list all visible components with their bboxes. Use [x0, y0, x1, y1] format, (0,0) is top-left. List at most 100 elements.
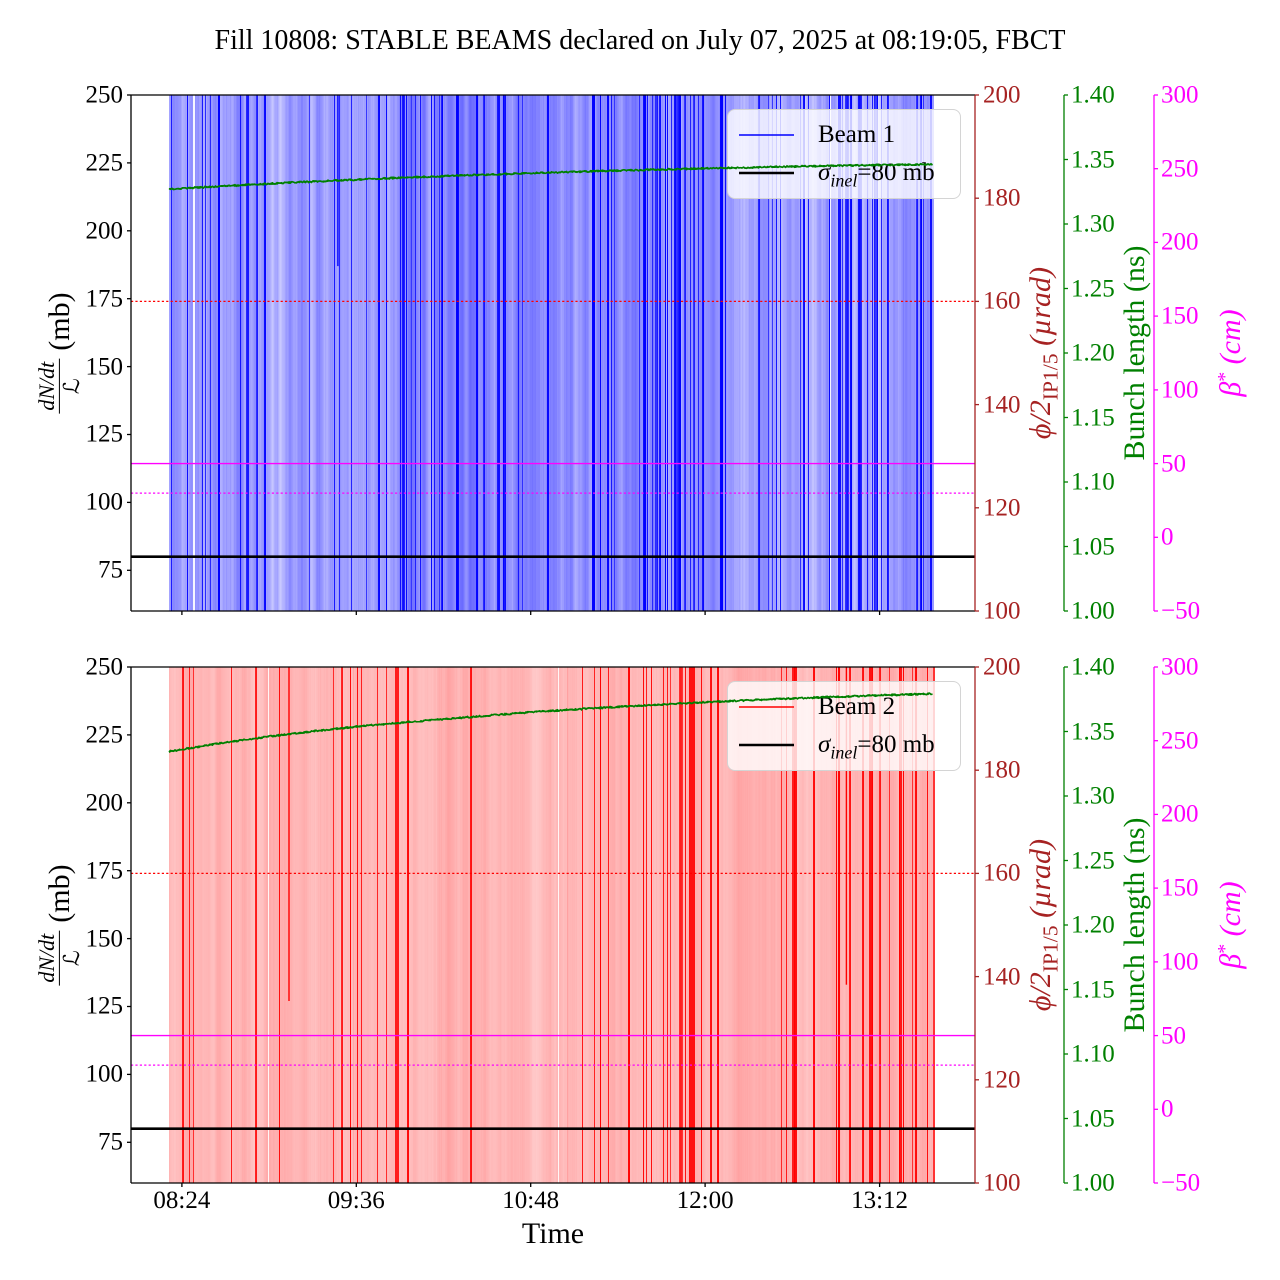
bunch-stripe	[232, 95, 233, 611]
bunch-stripe	[361, 667, 362, 1183]
bunch-stripe	[302, 95, 303, 611]
bunch-stripe	[875, 667, 876, 1183]
partial-bunch-line	[337, 95, 339, 267]
bunch-stripe	[834, 95, 835, 611]
y-tick-label-bunch: 1.10	[1071, 1040, 1115, 1068]
bunch-stripe	[933, 95, 934, 611]
bunch-stripe	[833, 95, 834, 611]
bunch-stripe	[201, 667, 202, 1183]
bunch-stripe	[175, 95, 176, 611]
bunch-stripe	[465, 95, 466, 611]
y-tick-label-bunch: 1.05	[1071, 1105, 1115, 1132]
bunch-stripe	[612, 95, 613, 611]
bunch-stripe	[791, 667, 792, 1183]
bunch-stripe	[594, 95, 595, 611]
bunch-stripe	[563, 667, 564, 1183]
bunch-stripe	[585, 95, 586, 611]
bunch-stripe	[502, 667, 503, 1183]
bunch-stripe	[517, 667, 518, 1183]
bunch-stripe	[475, 667, 476, 1183]
bunch-stripe	[237, 95, 238, 611]
bunch-stripe	[344, 95, 345, 611]
bunch-stripe	[559, 667, 560, 1183]
bunch-stripe	[427, 95, 428, 611]
bunch-stripe	[847, 95, 848, 611]
bunch-stripe	[231, 95, 232, 611]
bunch-stripe	[857, 95, 858, 611]
bunch-stripe	[736, 95, 737, 611]
bunch-stripe	[663, 95, 664, 611]
bunch-stripe	[659, 95, 661, 611]
bunch-stripe	[581, 95, 582, 611]
bunch-stripe	[883, 95, 884, 611]
bunch-stripe	[882, 95, 883, 611]
bunch-stripe	[571, 95, 572, 611]
bunch-stripe	[250, 667, 251, 1183]
bunch-stripe	[896, 95, 897, 611]
bunch-stripe	[281, 95, 282, 611]
bunch-stripe	[669, 667, 670, 1183]
bunch-stripe	[314, 667, 315, 1183]
bunch-stripe	[333, 667, 334, 1183]
bunch-stripe	[696, 667, 697, 1183]
y-tick-label-bunch: 1.00	[1071, 1169, 1115, 1197]
bunch-stripe	[224, 95, 225, 611]
bunch-stripe	[729, 667, 730, 1183]
bunch-stripe	[354, 667, 355, 1183]
bunch-stripe	[543, 95, 544, 611]
bunch-stripe	[802, 95, 803, 611]
bunch-stripe	[490, 95, 491, 611]
sigma-line-swatch	[739, 743, 794, 747]
bunch-stripe	[701, 667, 702, 1183]
bunch-stripe	[720, 95, 723, 611]
bunch-stripe	[387, 95, 388, 611]
bunch-stripe	[458, 95, 459, 611]
bunch-stripe	[661, 667, 662, 1183]
bunch-stripe	[601, 667, 602, 1183]
bunch-stripe	[209, 95, 210, 611]
bunch-stripe	[221, 95, 222, 611]
bunch-stripe	[424, 667, 425, 1183]
bunch-stripe	[603, 667, 604, 1183]
bunch-stripe	[241, 667, 242, 1183]
bunch-stripe	[928, 667, 929, 1183]
bunch-stripe	[608, 95, 609, 611]
bunch-stripe	[375, 667, 376, 1183]
y-tick-label-bunch: 1.40	[1071, 653, 1115, 681]
bunch-stripe	[892, 667, 893, 1183]
bunch-stripe	[579, 667, 580, 1183]
bunch-stripe	[313, 667, 314, 1183]
bunch-stripe	[876, 667, 877, 1183]
bunch-stripe	[921, 667, 922, 1183]
bunch-stripe	[484, 95, 485, 611]
bunch-stripe	[823, 95, 824, 611]
bunch-stripe	[389, 95, 390, 611]
bunch-stripe	[179, 95, 180, 611]
bunch-stripe	[845, 667, 846, 1183]
bunch-stripe	[578, 667, 579, 1183]
bunch-stripe	[292, 667, 293, 1183]
bunch-stripe	[668, 95, 669, 611]
bunch-stripe	[242, 95, 243, 611]
bunch-stripe	[656, 667, 657, 1183]
bunch-stripe	[751, 667, 752, 1183]
bunch-stripe	[772, 95, 773, 611]
bunch-stripe	[684, 95, 686, 611]
bunch-stripe	[553, 95, 554, 611]
bunch-stripe	[194, 95, 195, 611]
bunch-stripe	[217, 95, 218, 611]
bunch-stripe	[412, 95, 413, 611]
bunch-stripe	[493, 95, 494, 611]
bunch-stripe	[365, 667, 366, 1183]
bunch-stripe	[667, 95, 668, 611]
legend-beam1: Beam 1 σinel=80 mb	[727, 109, 961, 199]
bunch-stripe	[766, 667, 767, 1183]
bunch-stripe	[509, 95, 510, 611]
bunch-stripe	[776, 95, 777, 611]
bunch-stripe	[186, 95, 187, 611]
bunch-stripe	[804, 95, 805, 611]
bunch-stripe	[585, 667, 586, 1183]
y-tick-label-bunch: 1.20	[1071, 339, 1115, 367]
bunch-stripe	[445, 95, 446, 611]
bunch-stripe	[432, 667, 433, 1183]
